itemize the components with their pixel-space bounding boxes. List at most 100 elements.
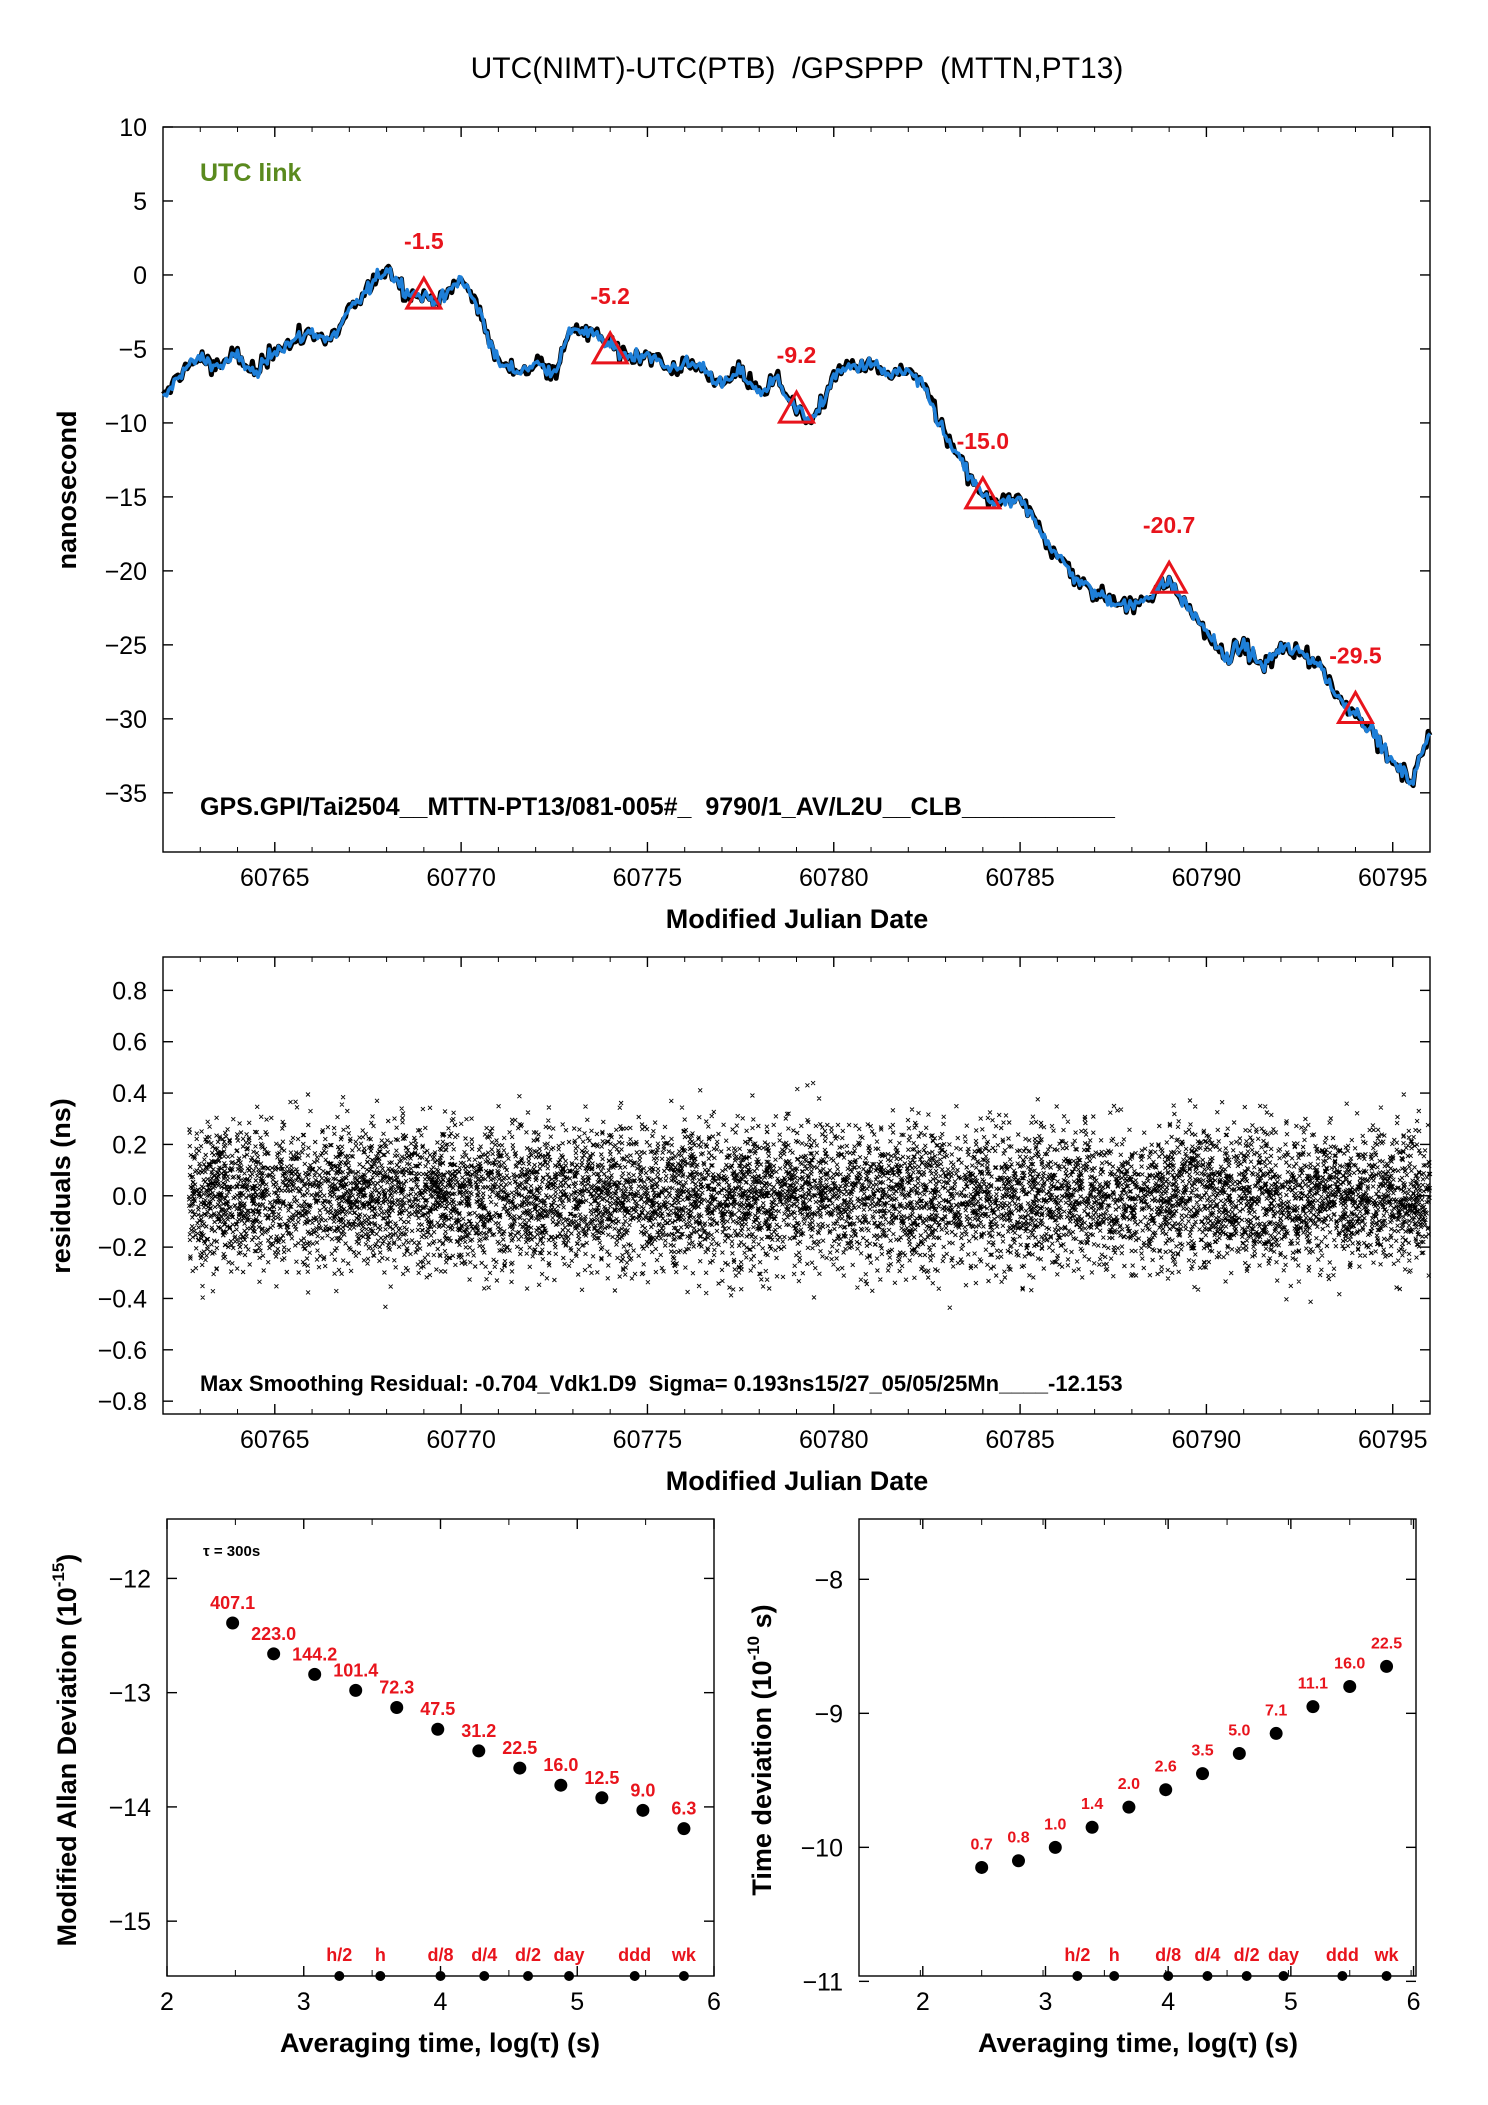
tau-note: τ = 300s bbox=[203, 1543, 260, 1560]
y-tick-label: −0.8 bbox=[98, 1388, 147, 1416]
annotation-label: -9.2 bbox=[777, 342, 817, 368]
y-axis-label-end: ) bbox=[52, 1554, 82, 1563]
smoothed-series-line bbox=[161, 266, 1432, 786]
marker-dot bbox=[1337, 1971, 1348, 1981]
y-tick-label: −5 bbox=[118, 336, 147, 364]
y-tick-label: 10 bbox=[119, 114, 147, 142]
x-tick-label: 60775 bbox=[613, 1426, 683, 1454]
data-label: 3.5 bbox=[1191, 1743, 1213, 1760]
data-label: 101.4 bbox=[333, 1660, 378, 1680]
x-tick-label: 2 bbox=[160, 1988, 174, 2016]
annotation-triangle bbox=[1149, 559, 1189, 594]
data-label: 0.7 bbox=[971, 1836, 993, 1853]
y-tick-label: −35 bbox=[105, 780, 147, 808]
x-tick-label: 5 bbox=[1284, 1988, 1298, 2016]
annotations: -1.5 -5.2 -9.2 -15.0 -20.7 -29.5 bbox=[404, 228, 1382, 724]
y-axis-label-exponent: -10 bbox=[744, 1636, 763, 1661]
info-text: GPS.GPI/Tai2504__MTTN-PT13/081-005#_ 979… bbox=[200, 793, 1116, 821]
y-tick-label: −20 bbox=[105, 558, 147, 586]
data-point bbox=[1048, 1840, 1062, 1854]
data-label: 22.5 bbox=[502, 1738, 537, 1758]
x-tick-label: 6 bbox=[707, 1988, 721, 2016]
data-label: 31.2 bbox=[461, 1721, 496, 1741]
data-point bbox=[267, 1647, 281, 1661]
data-point bbox=[595, 1791, 609, 1805]
marker-label: d/4 bbox=[471, 1945, 497, 1965]
marker-dot bbox=[375, 1971, 386, 1981]
data-point bbox=[1159, 1783, 1173, 1797]
annotation-label: -29.5 bbox=[1329, 642, 1382, 668]
marker-label: d/8 bbox=[1155, 1945, 1181, 1965]
allan-deviation-panel: 2 3 4 5 6 −12 −13 −14 −15 407.1 223.0144.2101.472… bbox=[49, 1518, 721, 2058]
annotation-label: -5.2 bbox=[590, 283, 630, 309]
y-tick-label: −0.4 bbox=[98, 1285, 147, 1313]
data-label: 5.0 bbox=[1228, 1723, 1250, 1740]
data-point bbox=[431, 1722, 445, 1736]
axes: 60765 60770 60775 60780 60785 60790 60795 0.8 0.… bbox=[98, 957, 1431, 1454]
time-deviation-panel: 2 3 4 5 6 −8 −9 −10 −11 0.7 0.8 1.0 1.4 2.0 2.6 3.5 5.0… bbox=[744, 1518, 1421, 2058]
marker-dot bbox=[1072, 1971, 1083, 1981]
data-point bbox=[1122, 1800, 1136, 1814]
y-tick-label: 0.0 bbox=[112, 1183, 147, 1211]
residual-markers bbox=[186, 1080, 1433, 1311]
y-tick-label: −15 bbox=[105, 484, 147, 512]
y-tick-label: −10 bbox=[801, 1834, 843, 1862]
marker-dot bbox=[479, 1971, 490, 1981]
data-point bbox=[677, 1822, 691, 1836]
y-axis-label-main: Modified Allan Deviation (10 bbox=[52, 1587, 82, 1946]
info-text: Max Smoothing Residual: -0.704_Vdk1.D9 S… bbox=[200, 1371, 1123, 1396]
y-axis-label: residuals (ns) bbox=[46, 1098, 76, 1274]
y-axis-label-exponent: -15 bbox=[49, 1563, 68, 1588]
y-tick-label: −8 bbox=[814, 1566, 843, 1594]
x-tick-label: 60785 bbox=[985, 1426, 1055, 1454]
annotation-triangle bbox=[590, 329, 630, 365]
x-tick-label: 6 bbox=[1407, 1988, 1421, 2016]
data-label: 22.5 bbox=[1371, 1635, 1402, 1652]
x-tick-label: 60790 bbox=[1172, 1426, 1242, 1454]
data-point bbox=[1269, 1726, 1283, 1740]
marker-dot bbox=[1109, 1971, 1120, 1981]
x-tick-label: 3 bbox=[297, 1988, 311, 2016]
x-tick-label: 60780 bbox=[799, 1426, 869, 1454]
marker-dot bbox=[1163, 1971, 1174, 1981]
data-label: 6.3 bbox=[671, 1799, 696, 1819]
data-point bbox=[226, 1616, 240, 1630]
x-tick-label: 3 bbox=[1039, 1988, 1053, 2016]
data-label: 1.4 bbox=[1081, 1796, 1103, 1813]
y-tick-label: 5 bbox=[133, 188, 147, 216]
marker-dot bbox=[435, 1971, 446, 1981]
marker-dot bbox=[564, 1971, 575, 1981]
marker-label: h/2 bbox=[326, 1945, 352, 1965]
y-tick-label: −14 bbox=[109, 1794, 152, 1822]
axes: 2 3 4 5 6 −12 −13 −14 −15 bbox=[109, 1519, 721, 2016]
x-tick-label: 5 bbox=[570, 1988, 584, 2016]
y-axis-label: nanosecond bbox=[52, 410, 82, 569]
data-point bbox=[1380, 1659, 1394, 1673]
top-timeseries-panel: 60765 60770 60775 60780 60785 60790 60795 10 5 0 −… bbox=[52, 114, 1433, 934]
marker-label: d/2 bbox=[515, 1945, 541, 1965]
annotation-triangle bbox=[1335, 689, 1376, 724]
x-tick-label: 60775 bbox=[613, 864, 683, 892]
marker-label: h/2 bbox=[1064, 1945, 1090, 1965]
y-tick-label: −12 bbox=[109, 1565, 151, 1593]
marker-label: h bbox=[375, 1945, 386, 1965]
x-axis-label: Averaging time, log(τ) (s) bbox=[978, 2028, 1298, 2058]
data-label: 2.6 bbox=[1155, 1759, 1177, 1776]
data-point bbox=[1306, 1700, 1320, 1714]
marker-label: day bbox=[554, 1945, 585, 1965]
y-tick-label: −0.6 bbox=[98, 1337, 147, 1365]
data-point bbox=[513, 1761, 527, 1775]
data-label: 0.8 bbox=[1007, 1830, 1029, 1847]
x-tick-label: 60770 bbox=[426, 1426, 496, 1454]
annotation-triangle bbox=[776, 389, 817, 424]
y-tick-label: −15 bbox=[109, 1908, 151, 1936]
data-point bbox=[1343, 1680, 1357, 1694]
data-point bbox=[975, 1860, 989, 1874]
x-tick-label: 4 bbox=[434, 1988, 448, 2016]
y-tick-label: −11 bbox=[802, 1968, 843, 1996]
annotation-label: -20.7 bbox=[1143, 512, 1195, 538]
y-tick-label: 0.6 bbox=[112, 1029, 147, 1057]
marker-dot bbox=[629, 1971, 640, 1981]
x-tick-label: 60785 bbox=[985, 864, 1055, 892]
